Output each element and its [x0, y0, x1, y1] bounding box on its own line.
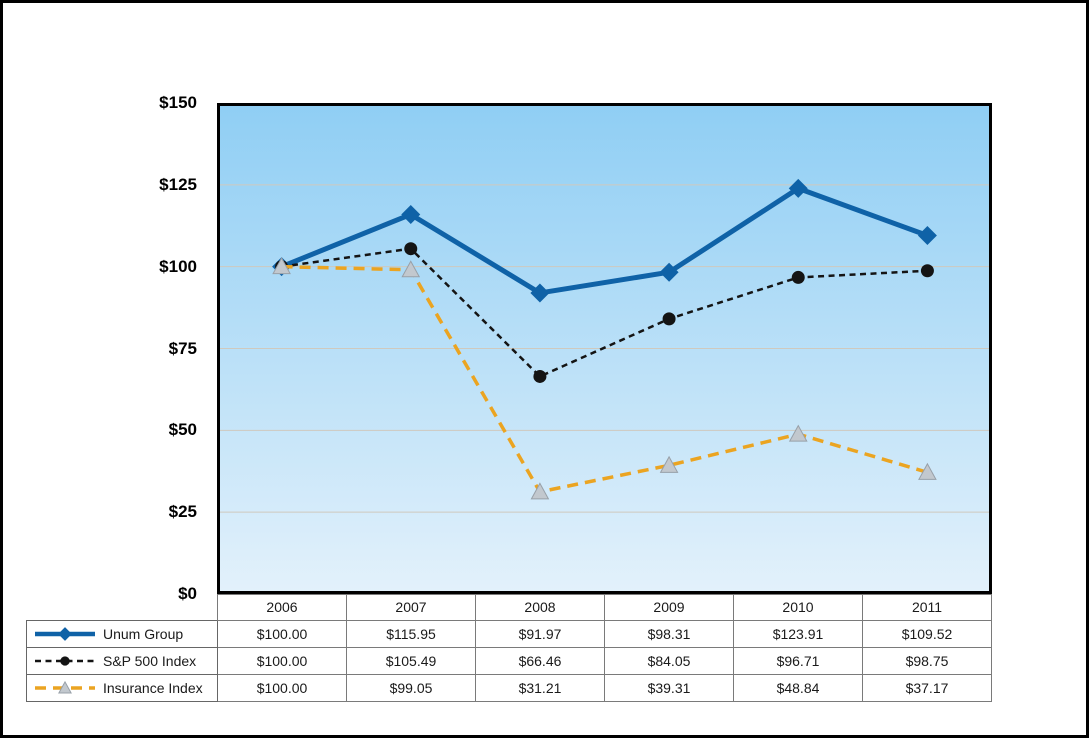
- year-header: 2006: [217, 594, 347, 621]
- table-value: $98.31: [604, 619, 734, 648]
- year-header: 2008: [475, 594, 605, 621]
- table-value: $100.00: [217, 646, 347, 675]
- table-value: $48.84: [733, 673, 863, 702]
- y-tick-label: $0: [178, 584, 197, 603]
- plot-area: [217, 103, 992, 594]
- table-row-unum-group: Unum Group $100.00 $115.95 $91.97 $98.31…: [26, 619, 992, 648]
- table-header-row: 2006 2007 2008 2009 2010 2011: [27, 594, 992, 621]
- table-value: $99.05: [346, 673, 476, 702]
- table-value: $31.21: [475, 673, 605, 702]
- y-tick-label: $100: [159, 256, 197, 276]
- table-value: $123.91: [733, 619, 863, 648]
- y-tick-label: $75: [168, 338, 197, 358]
- table-value: $84.05: [604, 646, 734, 675]
- table-row-sp500-index: S&P 500 Index $100.00 $105.49 $66.46 $84…: [26, 646, 992, 675]
- table-value: $109.52: [862, 619, 992, 648]
- table-row-insurance-index: Insurance Index $100.00 $99.05 $31.21 $3…: [26, 673, 992, 702]
- year-header: 2011: [862, 594, 992, 621]
- sp500-line-swatch-icon: [34, 653, 96, 669]
- table-value: $98.75: [862, 646, 992, 675]
- series-label: Unum Group: [103, 625, 184, 642]
- table-value: $91.97: [475, 619, 605, 648]
- insurance-index-line-swatch-icon: [34, 680, 96, 696]
- table-value: $100.00: [217, 673, 347, 702]
- series-label: S&P 500 Index: [103, 652, 197, 669]
- year-header: 2010: [733, 594, 863, 621]
- table-value: $37.17: [862, 673, 992, 702]
- table-value: $105.49: [346, 646, 476, 675]
- table-corner-blank: [27, 595, 218, 621]
- table-value: $115.95: [346, 619, 476, 648]
- legend-cell-insurance-index: Insurance Index: [26, 673, 218, 702]
- year-header: 2009: [604, 594, 734, 621]
- year-header: 2007: [346, 594, 476, 621]
- table-value: $100.00: [217, 619, 347, 648]
- unum-group-line-swatch-icon: [34, 626, 96, 642]
- y-tick-label: $50: [168, 420, 197, 440]
- table-value: $66.46: [475, 646, 605, 675]
- y-tick-label: $125: [159, 174, 197, 194]
- y-tick-label: $150: [159, 93, 197, 112]
- y-axis: $150 $125 $100 $75 $50 $25 $0: [40, 93, 207, 603]
- y-tick-label: $25: [168, 502, 197, 522]
- performance-table: 2006 2007 2008 2009 2010 2011 Unum Group…: [26, 594, 992, 702]
- legend-cell-sp500-index: S&P 500 Index: [26, 646, 218, 675]
- table-value: $39.31: [604, 673, 734, 702]
- table-value: $96.71: [733, 646, 863, 675]
- legend-cell-unum-group: Unum Group: [26, 619, 218, 648]
- series-label: Insurance Index: [103, 679, 203, 696]
